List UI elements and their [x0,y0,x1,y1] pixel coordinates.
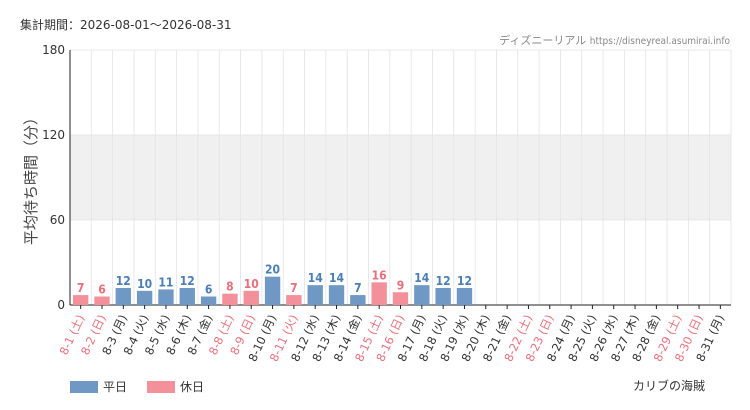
bar [72,295,89,305]
bar-value-label: 7 [290,281,298,295]
bar-value-label: 10 [137,277,152,291]
legend-item-weekday: 平日 [70,378,127,395]
bar-value-label: 20 [265,263,280,277]
bar [435,288,451,305]
bar [222,293,238,305]
bar-value-label: 11 [158,275,173,289]
bar [328,285,345,305]
site-url[interactable]: https://disneyreal.asumirai.info [589,36,730,47]
bar [307,285,323,305]
legend-weekday-label: 平日 [103,380,128,394]
bar-value-label: 7 [354,281,362,295]
bar [414,285,430,305]
bar [94,296,110,305]
bar-value-label: 12 [116,274,131,288]
bar-value-label: 14 [329,271,345,285]
holiday-swatch [147,380,176,393]
bar [200,296,217,305]
bar-value-label: 9 [397,278,405,292]
bar-value-label: 16 [372,268,387,282]
y-tick-label: 120 [42,128,65,142]
bar [115,288,131,305]
bar-value-label: 10 [244,277,259,291]
bar [350,295,366,305]
bar-value-label: 14 [414,271,430,285]
y-axis-title: 平均待ち時間（分） [22,110,40,245]
legend-holiday-label: 休日 [180,380,205,394]
site-credit[interactable]: ディズニーリアル https://disneyreal.asumirai.inf… [499,32,730,48]
bar [179,288,195,305]
bar-value-label: 12 [457,274,472,288]
bar-value-label: 6 [205,283,213,297]
bar [136,290,153,305]
bar [264,276,281,305]
band-60-120 [70,135,731,220]
bar-value-label: 8 [226,280,234,294]
bar-value-label: 12 [436,274,451,288]
bar-value-label: 12 [180,274,195,288]
bar-value-label: 14 [308,271,324,285]
bar [158,289,174,305]
legend-item-holiday: 休日 [147,378,204,395]
y-tick-label: 180 [42,43,65,57]
site-name: ディズニーリアル [499,34,587,47]
period-label: 集計期間：2026-08-01〜2026-08-31 [20,18,232,32]
bar [456,288,473,305]
bar [243,290,259,305]
attraction-name: カリブの海賊 [632,379,705,393]
bar [371,282,387,305]
chart-legend: 平日 休日 [70,378,218,395]
bar [286,295,302,305]
bar [392,292,409,305]
y-tick-label: 0 [57,298,65,312]
bar-value-label: 7 [77,281,85,295]
weekday-swatch [70,380,98,393]
y-tick-label: 60 [50,213,65,227]
bar-value-label: 6 [98,283,106,297]
